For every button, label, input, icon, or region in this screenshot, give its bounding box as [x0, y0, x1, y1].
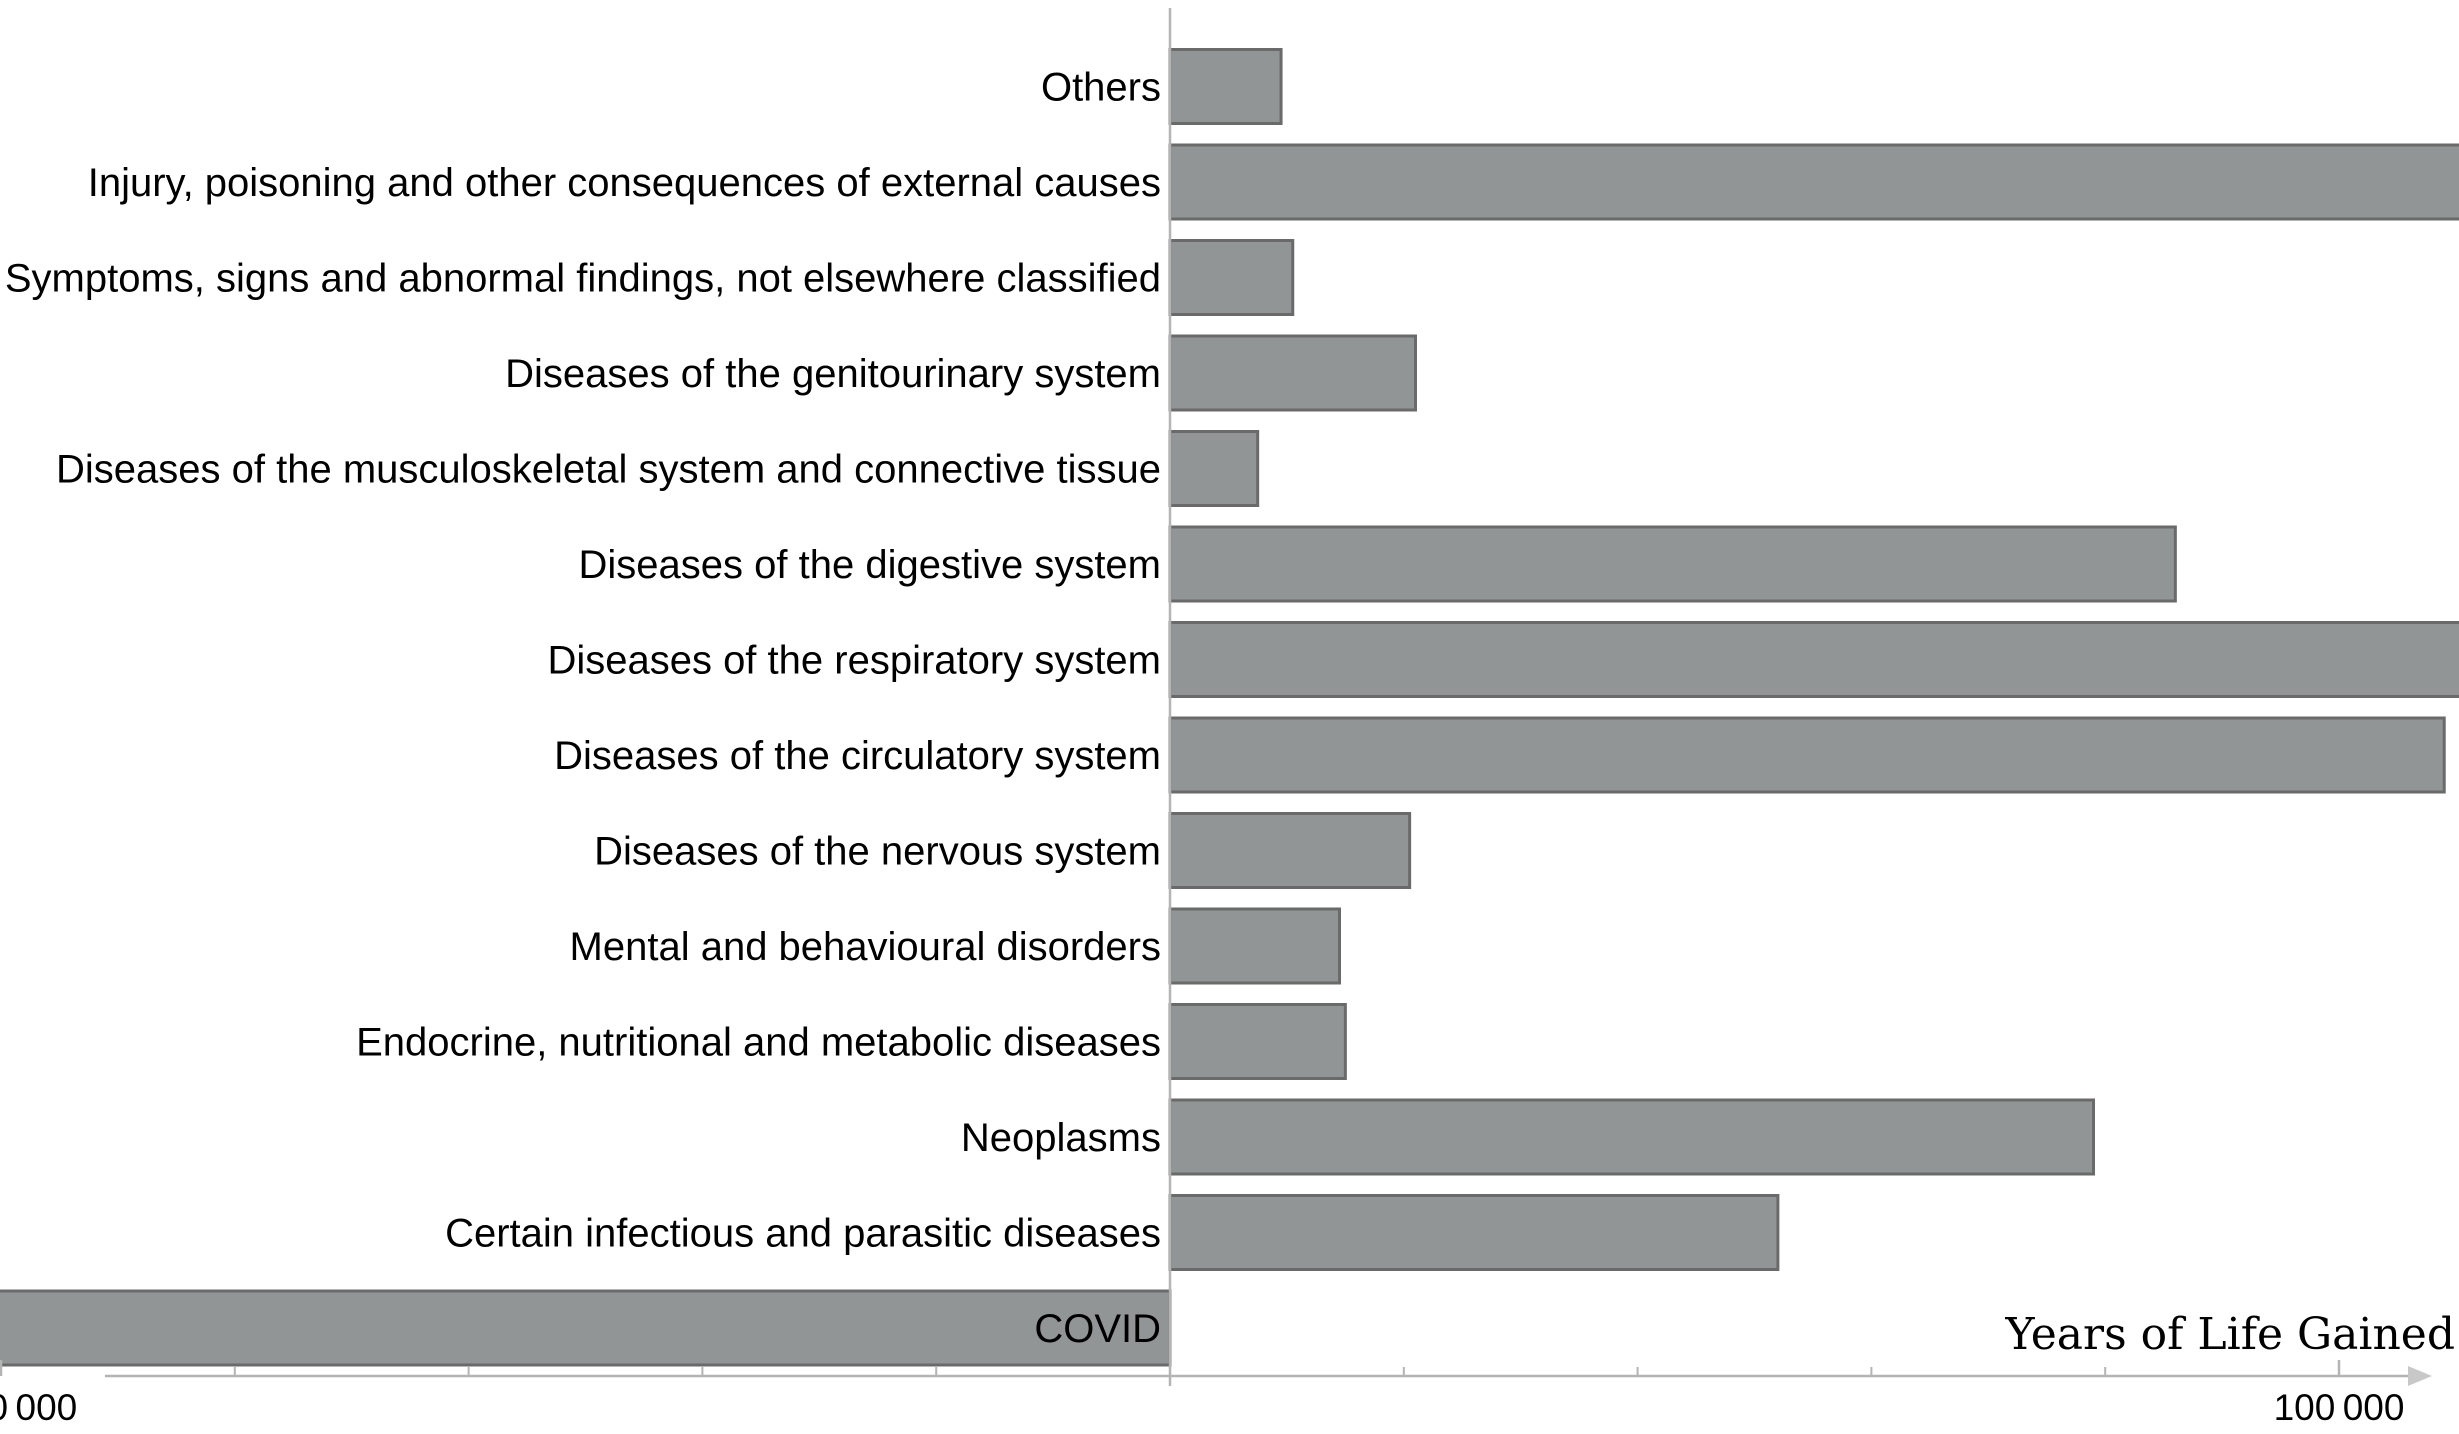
bar — [1168, 1194, 1780, 1271]
bar — [1168, 1098, 2096, 1176]
category-label: Diseases of the respiratory system — [547, 639, 1161, 683]
x-axis-title: Years of Life Gained — [2005, 1309, 2455, 1360]
category-label: Diseases of the nervous system — [594, 830, 1161, 874]
category-label: Others — [1041, 66, 1161, 110]
x-ticks-group — [0, 1360, 2341, 1376]
category-label: Mental and behavioural disorders — [570, 925, 1161, 969]
bar — [1168, 239, 1295, 316]
category-label: Injury, poisoning and other consequences… — [88, 161, 1161, 205]
bar — [1168, 143, 2459, 221]
bar — [1168, 907, 1342, 985]
bar — [0, 1289, 1172, 1367]
bar — [1168, 525, 2177, 603]
bars-group — [0, 48, 2459, 1367]
bar — [1168, 1003, 1347, 1080]
category-label: Diseases of the circulatory system — [554, 734, 1161, 778]
x-tick-label: −100 000 — [0, 1387, 77, 1428]
category-label: Endocrine, nutritional and metabolic dis… — [356, 1021, 1161, 1065]
bar — [1168, 48, 1283, 125]
category-label: Diseases of the genitourinary system — [505, 352, 1161, 396]
category-label: COVID — [1034, 1307, 1161, 1351]
bar — [1168, 334, 1417, 412]
category-label: Diseases of the musculoskeletal system a… — [56, 448, 1161, 492]
category-label: Diseases of the digestive system — [579, 543, 1161, 587]
bar — [1168, 621, 2459, 698]
category-label: Symptoms, signs and abnormal findings, n… — [5, 257, 1161, 301]
bar — [1168, 430, 1260, 507]
x-tick-label: 100 000 — [2274, 1387, 2405, 1428]
category-label: Certain infectious and parasitic disease… — [445, 1212, 1161, 1256]
category-label: Neoplasms — [961, 1116, 1161, 1160]
x-axis-arrow — [2408, 1366, 2432, 1386]
category-labels-group: COVID Certain infectious and parasitic di… — [5, 66, 1161, 1352]
bar — [1168, 812, 1412, 889]
bar — [1168, 716, 2446, 794]
